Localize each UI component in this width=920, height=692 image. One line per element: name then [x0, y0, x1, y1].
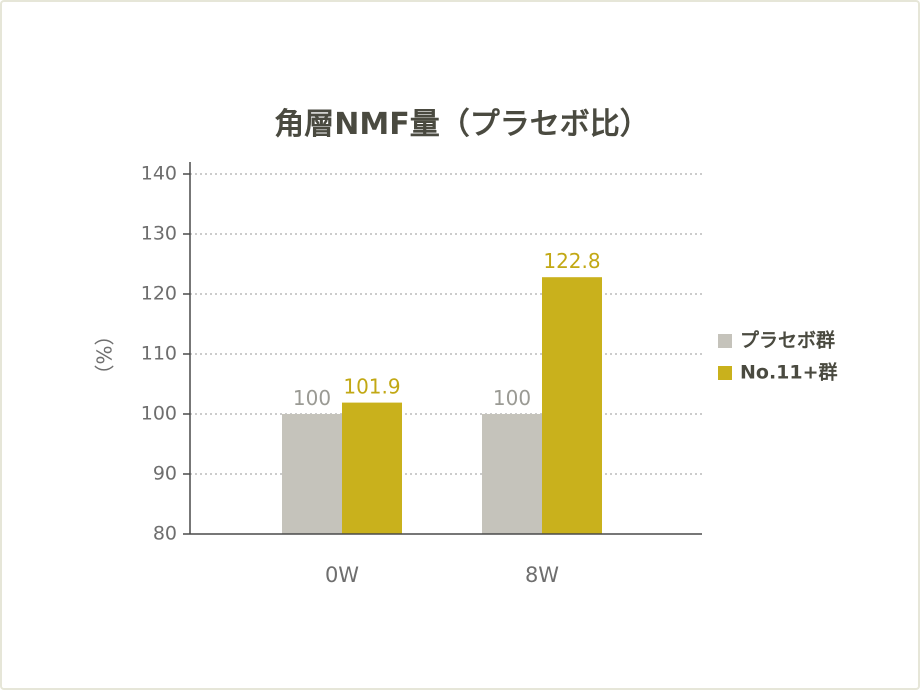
bar-placebo-8W [482, 414, 542, 534]
x-category-label: 8W [525, 563, 559, 587]
chart-title: 角層NMF量（プラセボ比） [274, 107, 649, 142]
legend-label: プラセボ群 [740, 329, 835, 352]
y-tick-label: 130 [141, 223, 177, 245]
bar-no11-8W [542, 277, 602, 534]
legend-swatch [718, 366, 732, 380]
y-tick-label: 90 [153, 463, 177, 485]
data-label: 100 [293, 386, 331, 410]
x-category-label: 0W [325, 563, 359, 587]
gridlines [190, 173, 702, 475]
bar-placebo-0W [282, 414, 342, 534]
axes [183, 162, 702, 535]
data-label: 122.8 [543, 249, 600, 273]
bar-no11-0W [342, 402, 402, 534]
legend-label: No.11+群 [740, 361, 838, 384]
y-tick-label: 140 [141, 163, 177, 185]
y-tick-label: 100 [141, 403, 177, 425]
labels: 80 90 100 110 120 130 140 0W 100 101.9 8W 100 122.8 [141, 163, 601, 588]
legend: プラセボ群 No.11+群 [718, 329, 838, 384]
data-label: 100 [493, 386, 531, 410]
y-tick-label: 80 [153, 523, 177, 545]
y-tick-label: 110 [141, 343, 177, 365]
y-tick-label: 120 [141, 283, 177, 305]
bars [282, 277, 602, 534]
y-axis-label: （%） [92, 325, 116, 384]
data-label: 101.9 [343, 375, 400, 399]
legend-swatch [718, 334, 732, 348]
